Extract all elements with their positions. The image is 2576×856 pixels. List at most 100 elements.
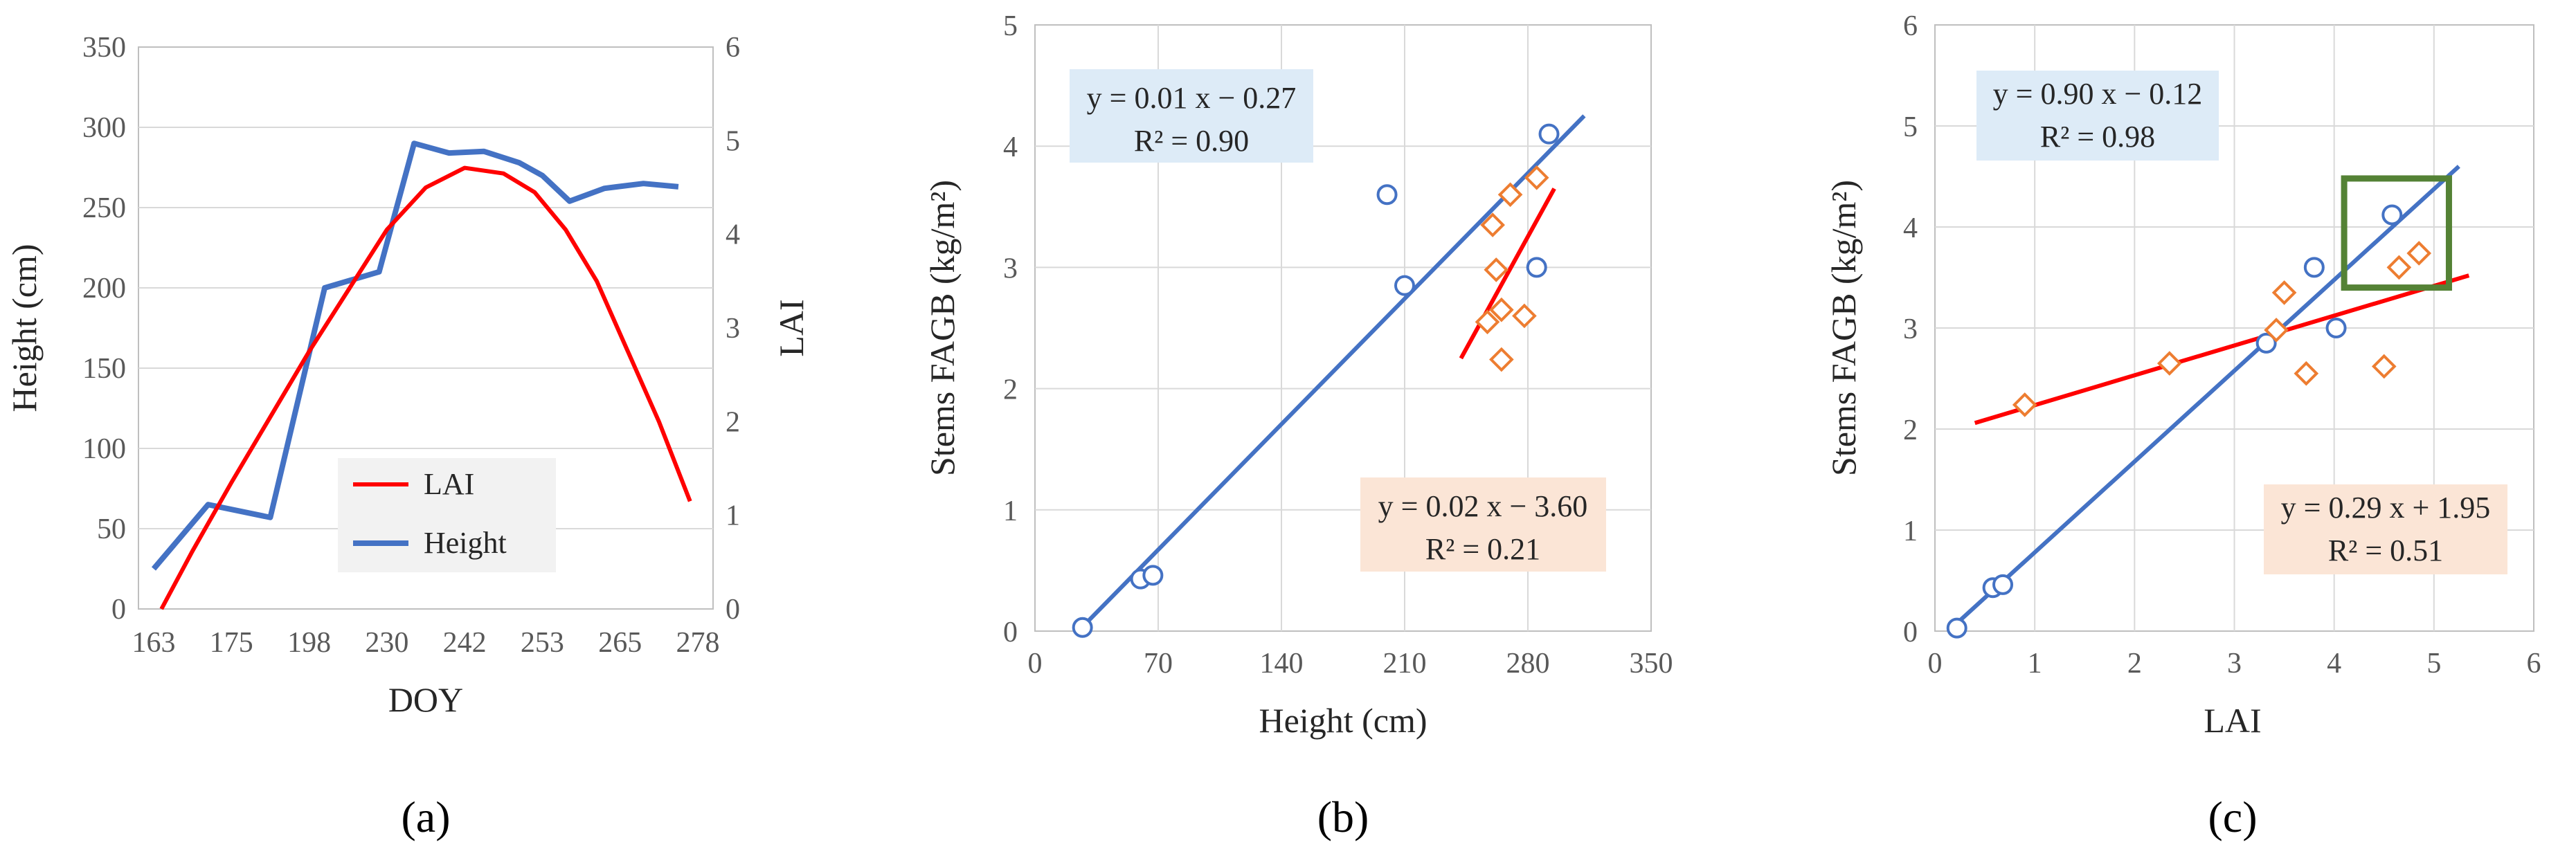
y-tick-label: 250	[82, 192, 126, 224]
data-point-diamond	[2264, 318, 2289, 343]
x-tick-label: 280	[1506, 648, 1550, 680]
panel-a-y2-axis-title: LAI	[772, 299, 811, 356]
y-tick-label: 0	[1903, 617, 1918, 648]
x-tick-label: 230	[365, 627, 408, 659]
panel-a-series	[151, 140, 692, 610]
equation-box-blue	[1070, 69, 1313, 163]
y2-tick-label: 0	[726, 594, 740, 626]
data-point-circle	[2303, 257, 2325, 278]
panel-c-equation-orange: y = 0.29 x + 1.95 R² = 0.51	[2264, 484, 2507, 574]
x-tick-label: 242	[443, 627, 487, 659]
panel-c: 0 1 2 3 4 5 6 0 1 2 3 4 5 6 y = 0.90 x − 0.12 R² = 0…	[1824, 10, 2541, 841]
panel-b-series	[1072, 114, 1586, 638]
y2-tick-label: 5	[726, 125, 740, 157]
data-point-diamond	[2406, 241, 2432, 266]
y-tick-label: 0	[111, 594, 126, 626]
equation-orange-text: y = 0.29 x + 1.95	[2281, 491, 2491, 525]
x-tick-label: 278	[676, 627, 720, 659]
x-tick-label: 175	[210, 627, 253, 659]
x-tick-label: 4	[2327, 648, 2341, 680]
y-tick-label: 150	[82, 353, 126, 385]
data-point-circle	[1376, 184, 1398, 206]
x-tick-label: 6	[2527, 648, 2541, 680]
y2-tick-label: 6	[726, 32, 740, 64]
panel-b-equation-blue: y = 0.01 x − 0.27 R² = 0.90	[1070, 69, 1313, 163]
x-tick-label: 163	[132, 627, 176, 659]
data-point-diamond	[1497, 182, 1523, 208]
data-point-circle	[1992, 574, 2014, 595]
x-tick-label: 5	[2426, 648, 2441, 680]
data-point-diamond	[2371, 354, 2397, 379]
highlight-box	[2341, 175, 2452, 291]
data-point-circle	[2381, 204, 2403, 226]
x-tick-label: 3	[2227, 648, 2242, 680]
data-point-circle	[2325, 318, 2347, 338]
trendline-red	[1974, 273, 2470, 426]
data-point-diamond	[2271, 280, 2297, 305]
y-tick-label: 350	[82, 32, 126, 64]
panel-b-label: (b)	[1317, 792, 1369, 841]
trendline-blue	[1083, 114, 1586, 627]
data-point-diamond	[1484, 257, 1509, 282]
panel-c-highlight	[2341, 175, 2452, 291]
y-tick-label: 100	[82, 433, 126, 465]
x-tick-label: 198	[287, 627, 331, 659]
panel-b-equation-orange: y = 0.02 x − 3.60 R² = 0.21	[1360, 477, 1606, 572]
y2-tick-label: 3	[726, 313, 740, 345]
legend-box	[338, 458, 556, 572]
x-tick-label: 350	[1630, 648, 1673, 680]
legend-height-label: Height	[424, 526, 507, 560]
y-tick-label: 2	[1903, 415, 1918, 446]
y2-tick-label: 4	[726, 219, 740, 251]
y-tick-label: 300	[82, 112, 126, 144]
data-point-circle	[2255, 332, 2277, 354]
r2-blue-text: R² = 0.98	[2040, 120, 2155, 154]
x-tick-label: 140	[1260, 648, 1304, 680]
y-tick-label: 5	[1903, 111, 1918, 143]
series-line-lai	[159, 165, 692, 610]
data-point-diamond	[1475, 309, 1500, 335]
panel-a-x-tick-labels: 163 175 198 230 242 253 265 278	[132, 627, 720, 659]
trendline-blue	[1953, 165, 2460, 627]
data-point-diamond	[2156, 351, 2182, 376]
equation-orange-text: y = 0.02 x − 3.60	[1378, 489, 1588, 523]
x-tick-label: 0	[1928, 648, 1943, 680]
panel-a-y2-tick-labels: 0 1 2 3 4 5 6	[726, 32, 740, 626]
y2-tick-label: 2	[726, 406, 740, 438]
panel-a-y-axis-title: Height (cm)	[5, 244, 44, 412]
equation-box-orange	[1360, 477, 1606, 572]
data-point-diamond	[1489, 297, 1514, 322]
x-tick-label: 1	[2028, 648, 2042, 680]
panel-b-y-tick-labels: 0 1 2 3 4 5	[1003, 10, 1018, 648]
data-point-circle	[1394, 275, 1415, 296]
panel-c-equation-blue: y = 0.90 x − 0.12 R² = 0.98	[1976, 71, 2219, 161]
legend-lai-label: LAI	[424, 467, 474, 501]
y-tick-label: 5	[1003, 10, 1018, 42]
equation-blue-text: y = 0.90 x − 0.12	[1993, 77, 2203, 111]
data-point-diamond	[1489, 347, 1514, 372]
data-point-circle	[1946, 617, 1967, 639]
y2-tick-label: 1	[726, 500, 740, 532]
panel-c-series	[1946, 165, 2470, 639]
panel-a-legend: LAI Height	[338, 458, 556, 572]
panel-c-y-axis-title: Stems FAGB (kg/m²)	[1824, 180, 1863, 476]
x-tick-label: 210	[1383, 648, 1427, 680]
x-tick-label: 70	[1144, 648, 1173, 680]
y-tick-label: 2	[1003, 374, 1018, 406]
data-point-diamond	[2294, 361, 2319, 386]
data-point-diamond	[2012, 392, 2037, 417]
panel-c-x-tick-labels: 0 1 2 3 4 5 6	[1928, 648, 2541, 680]
y-tick-label: 3	[1003, 253, 1018, 284]
y-tick-label: 1	[1003, 495, 1018, 527]
y-tick-label: 50	[97, 513, 126, 545]
panel-a-gridlines	[138, 127, 713, 529]
series-line-height	[151, 140, 679, 571]
panel-b-x-tick-labels: 0 70 140 210 280 350	[1028, 648, 1673, 680]
panel-a: 0 50 100 150 200 250 300 350 0 1 2 3 4 5 6 163 175 198 2…	[5, 32, 811, 841]
data-point-circle	[1526, 257, 1547, 278]
x-tick-label: 265	[598, 627, 642, 659]
r2-orange-text: R² = 0.21	[1425, 532, 1540, 566]
data-point-circle	[1142, 565, 1164, 586]
equation-box-orange	[2264, 484, 2507, 574]
